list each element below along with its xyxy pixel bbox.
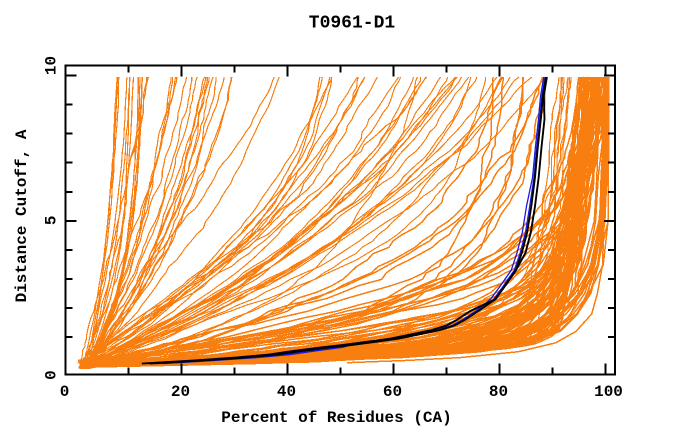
svg-text:20: 20 — [171, 383, 190, 401]
svg-text:0: 0 — [60, 383, 70, 401]
svg-text:10: 10 — [43, 56, 61, 75]
svg-text:80: 80 — [489, 383, 508, 401]
svg-text:Distance Cutoff, A: Distance Cutoff, A — [13, 129, 31, 302]
svg-text:5: 5 — [43, 215, 61, 225]
svg-text:Percent of Residues (CA): Percent of Residues (CA) — [221, 409, 451, 427]
svg-text:100: 100 — [594, 383, 623, 401]
svg-text:40: 40 — [277, 383, 296, 401]
svg-text:T0961-D1: T0961-D1 — [309, 14, 396, 34]
svg-text:0: 0 — [43, 370, 61, 380]
svg-text:60: 60 — [383, 383, 402, 401]
